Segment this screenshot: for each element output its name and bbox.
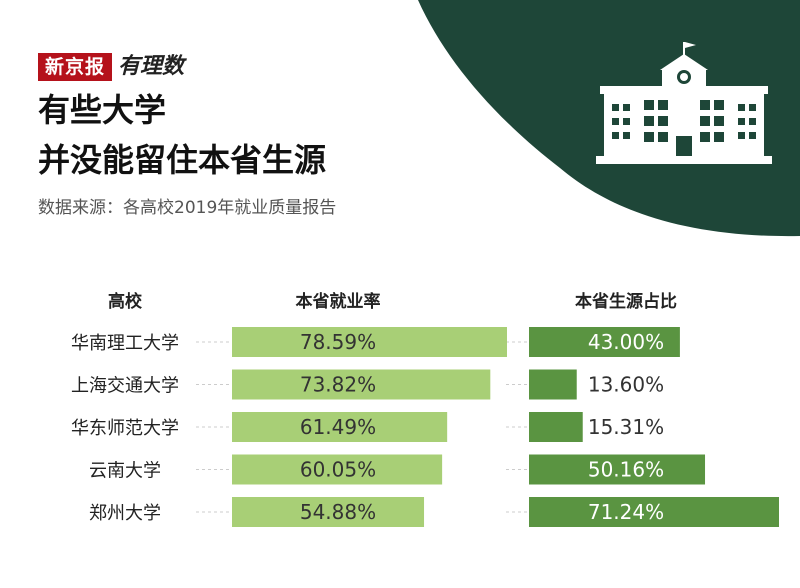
brand-name: 新京报	[38, 53, 113, 81]
data-label-series-1: 73.82%	[300, 373, 376, 397]
data-label-series-1: 61.49%	[300, 415, 376, 439]
bar-series-1	[232, 327, 507, 357]
bar-series-2	[529, 327, 680, 357]
bar-series-1	[232, 412, 448, 442]
bar-series-1	[232, 497, 425, 527]
subtitle: 数据来源：各高校2019年就业质量报告	[38, 198, 337, 218]
data-label-series-1: 54.88%	[300, 500, 376, 524]
data-label-series-2: 71.24%	[588, 500, 664, 524]
bar-series-2	[529, 454, 706, 485]
data-label-series-1: 78.59%	[300, 330, 376, 354]
category-label: 云南大学	[89, 461, 161, 482]
bar-series-2	[529, 369, 577, 400]
bar-series-2	[529, 497, 779, 527]
data-label-series-1: 60.05%	[300, 458, 376, 482]
bar-series-1	[232, 369, 491, 400]
title-line-1: 有些大学	[38, 91, 167, 129]
bar-series-1	[232, 454, 443, 485]
brand-logo: 新京报 有理数	[38, 52, 184, 82]
column-header-series-1: 本省就业率	[296, 291, 381, 312]
data-label-series-2: 50.16%	[588, 458, 664, 482]
bar-series-2	[529, 412, 583, 442]
school-building-icon	[596, 42, 772, 164]
column-header-school: 高校	[108, 291, 143, 312]
category-label: 郑州大学	[89, 503, 161, 524]
column-header-series-2: 本省生源占比	[575, 291, 677, 312]
category-label: 华南理工大学	[71, 333, 179, 354]
brand-column-name: 有理数	[118, 54, 185, 79]
data-label-series-2: 15.31%	[588, 415, 664, 439]
category-label: 上海交通大学	[71, 376, 179, 397]
title-line-2: 并没能留住本省生源	[38, 141, 327, 179]
data-label-series-2: 43.00%	[588, 330, 664, 354]
category-label: 华东师范大学	[71, 418, 179, 439]
data-label-series-2: 13.60%	[588, 373, 664, 397]
